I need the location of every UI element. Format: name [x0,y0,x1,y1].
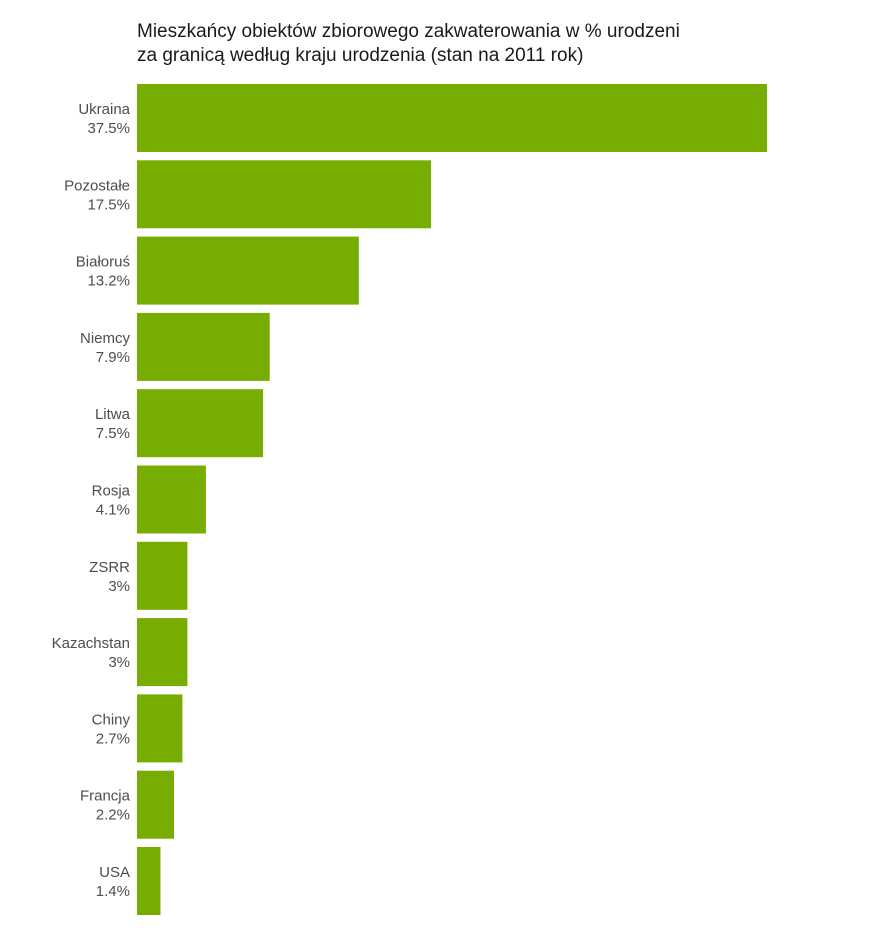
category-label: Kazachstan [52,635,130,652]
chart-title-line-1: Mieszkańcy obiektów zbiorowego zakwatero… [137,21,680,42]
bar-usa [137,847,161,915]
category-label: Pozostałe [64,177,130,194]
bar-kazachstan [137,618,188,687]
bar-francja [137,770,174,839]
bar-pozostałe [137,160,431,229]
category-label: Litwa [95,406,131,423]
category-label: Niemcy [80,330,131,347]
value-label: 3% [108,654,130,671]
value-label: 37.5% [87,120,130,137]
category-label: Francja [80,788,131,805]
bars-group [137,84,767,915]
bar-zsrr [137,541,188,610]
category-label: Ukraina [78,101,130,118]
category-label: USA [99,864,130,881]
category-label: Białoruś [76,254,130,271]
category-label: ZSRR [89,559,130,576]
value-label: 4.1% [96,502,130,519]
value-label: 2.7% [96,730,130,747]
value-label: 7.9% [96,349,130,366]
bar-chiny [137,694,183,763]
bar-litwa [137,389,263,458]
value-label: 7.5% [96,425,130,442]
category-labels: Ukraina 37.5% Pozostałe 17.5% Białoruś 13.2% N… [52,101,131,900]
chart-title: Mieszkańcy obiektów zbiorowego zakwatero… [137,20,857,68]
bar-niemcy [137,312,270,381]
category-label: Chiny [92,711,131,728]
category-label: Rosja [92,483,131,500]
bar-rosja [137,465,206,534]
value-label: 17.5% [87,196,130,213]
value-label: 13.2% [87,273,130,290]
value-label: 3% [108,578,130,595]
value-label: 2.2% [96,807,130,824]
bar-ukraina [137,84,767,152]
bar-białoruś [137,236,359,305]
value-label: 1.4% [96,883,130,900]
chart-title-line-2: za granicą według kraju urodzenia (stan … [137,45,584,66]
